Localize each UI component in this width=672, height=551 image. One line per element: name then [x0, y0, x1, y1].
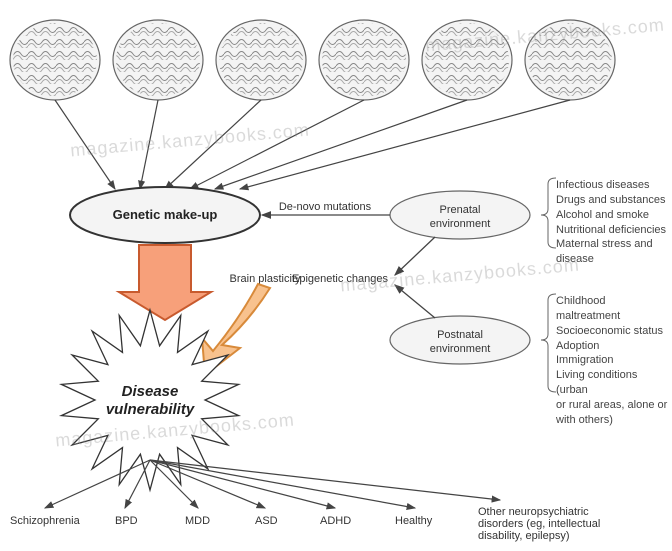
outcome-label-5: Healthy [395, 515, 432, 527]
outcome-label-2: MDD [185, 515, 210, 527]
pop-to-genetic-arrow-1 [140, 100, 158, 189]
population-ovals [10, 20, 615, 100]
postnatal-factor-0: Childhood maltreatment [556, 294, 672, 324]
starburst-label-1: Disease [122, 383, 179, 400]
prenatal-label-1: Prenatal [440, 204, 481, 216]
other-outcome-label: Other neuropsychiatric disorders (eg, in… [478, 506, 668, 542]
outcome-arrows [45, 460, 500, 508]
postnatal-label-1: Postnatal [437, 329, 483, 341]
prenatal-factor-4: Maternal stress and disease [556, 237, 672, 267]
arrow-prenatal-to-epigenetic [395, 237, 435, 275]
prenatal-factor-2: Alcohol and smoke [556, 208, 672, 223]
pop-to-genetic-arrows [55, 100, 570, 189]
pop-to-genetic-arrow-2 [165, 100, 261, 189]
diagram-svg: Genetic make-up Prenatal environment Pos… [0, 0, 672, 551]
starburst-label-2: vulnerability [106, 401, 195, 418]
epigenetic-label: Epigenetic changes [292, 273, 389, 285]
pop-to-genetic-arrow-3 [190, 100, 364, 189]
pop-to-genetic-arrow-5 [240, 100, 570, 189]
arrow-postnatal-to-epigenetic [395, 285, 435, 318]
outcome-arrow-6 [150, 460, 500, 500]
postnatal-factor-5: or rural areas, alone or [556, 398, 672, 413]
population-oval-fill-0 [13, 23, 97, 97]
postnatal-label-2: environment [430, 343, 491, 355]
other-outcome-line3: disability, epilepsy) [478, 530, 668, 542]
postnatal-factor-3: Immigration [556, 353, 672, 368]
outcome-arrow-4 [150, 460, 335, 508]
postnatal-factor-2: Adoption [556, 339, 672, 354]
postnatal-factor-6: with others) [556, 413, 672, 428]
population-oval-fill-2 [219, 23, 303, 97]
population-oval-fill-3 [322, 23, 406, 97]
population-oval-fill-4 [425, 23, 509, 97]
other-outcome-line1: Other neuropsychiatric [478, 506, 668, 518]
genetic-makeup-label: Genetic make-up [113, 207, 218, 222]
outcome-label-3: ASD [255, 515, 278, 527]
pop-to-genetic-arrow-4 [215, 100, 467, 189]
pop-to-genetic-arrow-0 [55, 100, 115, 189]
outcome-label-4: ADHD [320, 515, 351, 527]
outcome-label-0: Schizophrenia [10, 515, 80, 527]
other-outcome-line2: disorders (eg, intellectual [478, 518, 668, 530]
prenatal-factor-1: Drugs and substances [556, 193, 672, 208]
outcome-arrow-5 [150, 460, 415, 508]
prenatal-factor-3: Nutritional deficiencies [556, 223, 672, 238]
diagram-root: Genetic make-up Prenatal environment Pos… [0, 0, 672, 551]
postnatal-factor-4: Living conditions (urban [556, 368, 672, 398]
de-novo-label: De-novo mutations [279, 201, 372, 213]
prenatal-label-2: environment [430, 218, 491, 230]
prenatal-factor-0: Infectious diseases [556, 178, 672, 193]
brain-plasticity-label: Brain plasticity [230, 273, 301, 285]
big-arrow-icon [119, 245, 211, 320]
disease-vulnerability-starburst [61, 310, 238, 490]
population-oval-fill-5 [528, 23, 612, 97]
outcome-label-1: BPD [115, 515, 138, 527]
prenatal-factors-list: Infectious diseasesDrugs and substancesA… [552, 178, 672, 267]
outcome-arrow-0 [45, 460, 150, 508]
postnatal-factors-list: Childhood maltreatmentSocioeconomic stat… [552, 294, 672, 428]
postnatal-factor-1: Socioeconomic status [556, 324, 672, 339]
population-oval-fill-1 [116, 23, 200, 97]
